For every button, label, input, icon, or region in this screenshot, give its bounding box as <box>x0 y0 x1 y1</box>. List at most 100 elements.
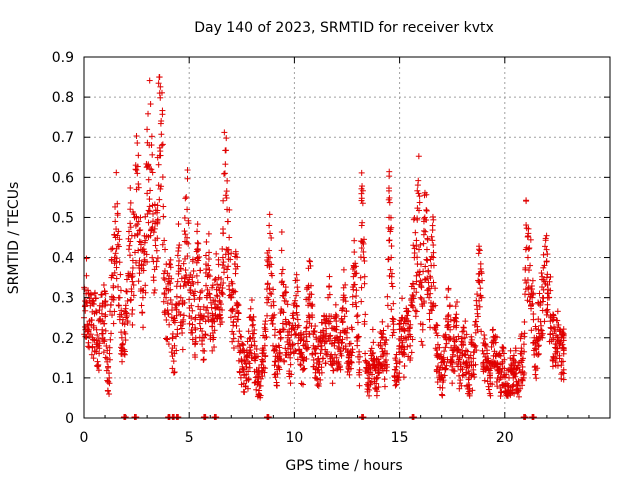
data-point <box>250 313 257 320</box>
data-point <box>419 342 426 349</box>
y-tick-label: 0 <box>65 411 74 427</box>
data-point <box>125 228 132 235</box>
data-point <box>470 366 477 373</box>
data-point <box>377 342 384 349</box>
data-point <box>407 342 414 349</box>
data-point <box>128 296 135 303</box>
data-point <box>182 274 189 281</box>
data-point <box>108 246 115 253</box>
data-point <box>407 355 414 362</box>
data-point <box>156 74 163 81</box>
data-point <box>487 374 494 381</box>
data-point <box>245 368 252 375</box>
data-point <box>106 356 113 363</box>
data-point <box>151 201 158 208</box>
data-point <box>307 262 314 269</box>
data-point <box>484 347 491 354</box>
data-point <box>97 318 104 325</box>
data-point <box>95 342 102 349</box>
data-point <box>167 280 174 287</box>
data-point <box>374 356 381 363</box>
data-point <box>357 274 364 281</box>
data-point <box>305 344 312 351</box>
y-tick-label: 0.7 <box>52 130 74 146</box>
data-point <box>540 286 547 293</box>
data-point <box>529 300 536 307</box>
data-point <box>318 364 325 371</box>
data-point <box>228 278 235 285</box>
data-point <box>451 342 458 349</box>
data-point <box>412 229 419 236</box>
data-point <box>247 347 254 354</box>
data-point <box>560 337 567 344</box>
data-point <box>209 284 216 291</box>
data-point <box>353 293 360 300</box>
data-point <box>230 318 237 325</box>
data-point <box>560 331 567 338</box>
data-point <box>127 224 134 231</box>
data-point <box>175 221 182 228</box>
y-tick-label: 0.9 <box>52 50 74 66</box>
data-point <box>392 357 399 364</box>
data-point <box>203 282 210 289</box>
data-point <box>118 307 125 314</box>
data-point <box>353 303 360 310</box>
data-point <box>222 147 229 154</box>
data-point <box>428 233 435 240</box>
data-point <box>154 235 161 242</box>
data-point <box>140 267 147 274</box>
data-point <box>525 232 532 239</box>
data-point <box>222 192 229 199</box>
data-point <box>206 266 213 273</box>
data-point <box>89 300 96 307</box>
data-point <box>145 110 152 117</box>
data-point <box>151 286 158 293</box>
data-point <box>411 245 418 252</box>
data-point <box>129 321 136 328</box>
data-point <box>415 190 422 197</box>
data-point <box>389 332 396 339</box>
data-point <box>551 327 558 334</box>
data-point <box>259 358 266 365</box>
data-point <box>393 363 400 370</box>
data-point <box>245 328 252 335</box>
data-point <box>415 177 422 184</box>
data-point <box>375 383 382 390</box>
data-point <box>428 253 435 260</box>
data-point <box>358 169 365 176</box>
data-point <box>189 329 196 336</box>
data-point <box>418 261 425 268</box>
data-point <box>426 273 433 280</box>
data-point <box>545 294 552 301</box>
data-point <box>251 338 258 345</box>
data-point <box>526 245 533 252</box>
data-point <box>414 216 421 223</box>
data-point <box>209 310 216 317</box>
data-point <box>200 303 207 310</box>
data-point <box>133 132 140 139</box>
data-point <box>167 286 174 293</box>
data-point <box>349 346 356 353</box>
data-point <box>138 302 145 309</box>
data-point <box>175 244 182 251</box>
data-point <box>161 276 168 283</box>
data-point <box>121 351 128 358</box>
data-point <box>413 308 420 315</box>
data-point <box>477 265 484 272</box>
data-point <box>478 270 485 277</box>
data-point <box>226 234 233 241</box>
data-point <box>452 303 459 310</box>
data-point <box>326 273 333 280</box>
data-point <box>318 342 325 349</box>
x-tick-label: 5 <box>185 430 194 446</box>
data-point <box>102 313 109 320</box>
data-point <box>339 318 346 325</box>
data-point <box>360 248 367 255</box>
data-point <box>211 344 218 351</box>
data-point <box>154 209 161 216</box>
data-point <box>340 284 347 291</box>
data-point <box>96 350 103 357</box>
data-point <box>263 333 270 340</box>
data-point <box>500 345 507 352</box>
data-point <box>135 184 142 191</box>
